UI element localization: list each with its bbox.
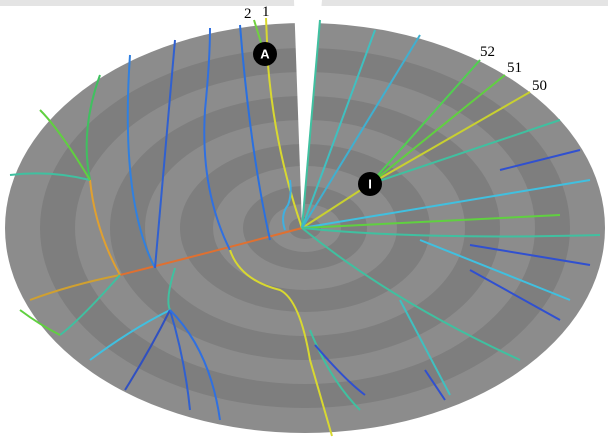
marker-label: A [260,47,270,62]
leaf-label: 51 [507,60,522,76]
leaf-labels: 2 1 52 51 50 [244,4,547,94]
marker-dot [358,172,382,196]
branches [9,17,601,437]
marker-label: I [368,177,372,192]
marker-dot [253,42,277,66]
leaf-label: 52 [480,44,495,60]
markers: A I [253,42,382,196]
wedge-gap [294,0,322,226]
leaf-label: 2 [244,6,252,22]
leaf-label: 1 [262,4,270,20]
leaf-label: 50 [532,78,547,94]
